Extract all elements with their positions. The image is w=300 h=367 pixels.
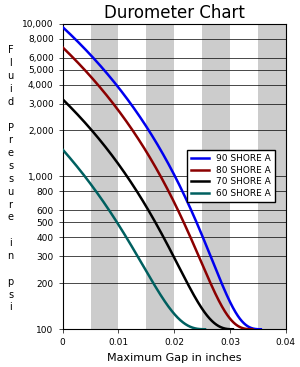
60 SHORE A (92, 186, 96, 191)
Text: p: p (8, 277, 14, 287)
Text: i: i (9, 84, 12, 94)
Text: d: d (8, 97, 14, 107)
80 SHORE A (196, 253, 200, 257)
60 SHORE A (203, 327, 207, 331)
90 SHORE A (61, 25, 64, 29)
60 SHORE A (144, 269, 148, 273)
80 SHORE A (167, 190, 171, 195)
70 SHORE A (61, 97, 64, 102)
60 SHORE A (61, 148, 64, 152)
Legend: 90 SHORE A, 80 SHORE A, 70 SHORE A, 60 SHORE A: 90 SHORE A, 80 SHORE A, 70 SHORE A, 60 S… (188, 150, 274, 202)
80 SHORE A (251, 327, 254, 331)
80 SHORE A (173, 202, 177, 207)
Text: u: u (8, 187, 14, 197)
Text: e: e (8, 148, 14, 158)
Line: 60 SHORE A: 60 SHORE A (63, 150, 205, 329)
80 SHORE A (170, 195, 174, 200)
70 SHORE A (190, 289, 194, 293)
Line: 70 SHORE A: 70 SHORE A (63, 99, 233, 329)
90 SHORE A (85, 49, 89, 54)
Text: n: n (8, 251, 14, 261)
70 SHORE A (68, 105, 72, 109)
Text: s: s (8, 161, 13, 171)
Text: i: i (9, 238, 12, 248)
90 SHORE A (259, 327, 262, 331)
70 SHORE A (188, 285, 191, 289)
Text: s: s (8, 290, 13, 299)
Text: s: s (8, 174, 13, 184)
Line: 80 SHORE A: 80 SHORE A (63, 47, 253, 329)
90 SHORE A (194, 219, 198, 224)
90 SHORE A (244, 323, 247, 327)
70 SHORE A (70, 106, 73, 110)
Text: F: F (8, 46, 13, 55)
Line: 90 SHORE A: 90 SHORE A (63, 27, 261, 329)
Text: i: i (9, 302, 12, 312)
60 SHORE A (102, 200, 106, 204)
60 SHORE A (190, 325, 193, 330)
90 SHORE A (203, 239, 206, 243)
90 SHORE A (141, 120, 145, 124)
Text: e: e (8, 212, 14, 222)
Text: l: l (9, 58, 12, 68)
60 SHORE A (118, 224, 122, 229)
Text: r: r (8, 200, 13, 210)
Bar (258, 24, 286, 329)
Title: Durometer Chart: Durometer Chart (104, 4, 245, 22)
70 SHORE A (231, 327, 235, 331)
90 SHORE A (253, 327, 257, 331)
Text: P: P (8, 123, 14, 132)
60 SHORE A (194, 326, 198, 331)
Bar (202, 24, 230, 329)
80 SHORE A (85, 70, 89, 75)
80 SHORE A (61, 45, 64, 50)
70 SHORE A (203, 310, 207, 315)
80 SHORE A (147, 153, 151, 158)
Bar (146, 24, 174, 329)
Text: r: r (8, 135, 13, 145)
X-axis label: Maximum Gap in inches: Maximum Gap in inches (107, 353, 242, 363)
Bar (91, 24, 118, 329)
70 SHORE A (115, 159, 118, 163)
Text: u: u (8, 71, 14, 81)
